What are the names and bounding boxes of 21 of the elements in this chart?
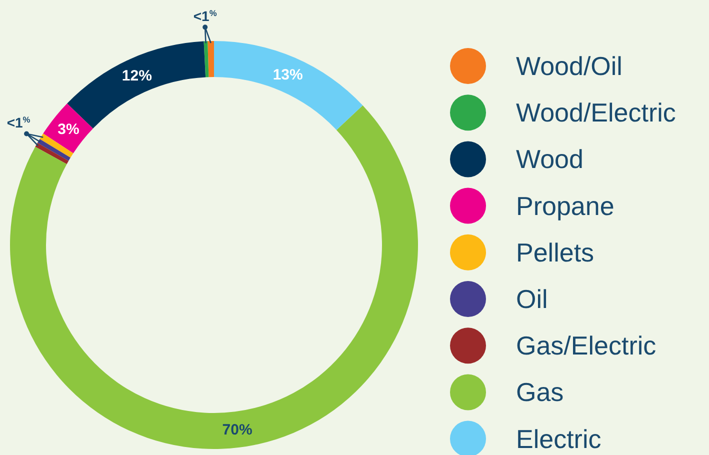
data-label: <1$^{%}$: [193, 8, 218, 24]
legend-label: Propane: [516, 190, 614, 221]
data-label: 70%: [222, 421, 252, 438]
legend-label: Gas: [516, 377, 564, 408]
data-label: 12%: [122, 67, 152, 84]
data-label: 13%: [272, 66, 303, 83]
donut-slice: [204, 41, 209, 78]
data-label: 3%: [58, 120, 80, 138]
donut-slice: [40, 134, 74, 158]
legend-label: Oil: [516, 284, 548, 314]
legend-label: Wood/Oil: [516, 51, 622, 81]
legend-label: Pellets: [516, 237, 594, 268]
legend-label: Wood: [516, 144, 584, 174]
donut-slice: [214, 41, 363, 130]
donut-slice: [208, 41, 214, 78]
donut-slice: [37, 138, 70, 161]
donut-slice: [35, 142, 69, 164]
legend-label: Wood/Electric: [516, 98, 676, 128]
legend-label: Gas/Electric: [516, 330, 656, 361]
data-label: <1$^{%}$: [6, 114, 31, 131]
legend-label: Electric: [516, 424, 602, 454]
